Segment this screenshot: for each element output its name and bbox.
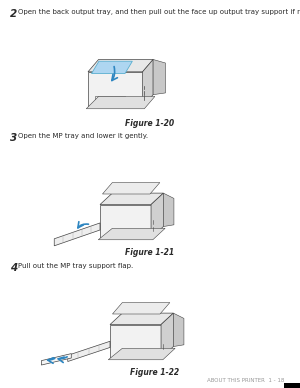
Text: 3: 3 xyxy=(10,133,17,143)
Polygon shape xyxy=(110,313,173,324)
Polygon shape xyxy=(86,97,155,109)
Polygon shape xyxy=(110,324,161,358)
Polygon shape xyxy=(151,193,164,238)
Polygon shape xyxy=(164,193,174,227)
Text: Open the back output tray, and then pull out the face up output tray support if : Open the back output tray, and then pull… xyxy=(18,9,300,15)
Polygon shape xyxy=(88,72,142,107)
Polygon shape xyxy=(112,303,170,314)
Polygon shape xyxy=(103,183,160,194)
Text: Pull out the MP tray support flap.: Pull out the MP tray support flap. xyxy=(18,263,133,269)
Polygon shape xyxy=(173,313,184,346)
Polygon shape xyxy=(114,97,125,102)
Polygon shape xyxy=(153,59,165,95)
Polygon shape xyxy=(54,223,100,246)
Polygon shape xyxy=(68,341,110,362)
Polygon shape xyxy=(88,59,153,72)
Bar xyxy=(284,383,300,388)
Polygon shape xyxy=(161,313,173,358)
Polygon shape xyxy=(142,59,153,107)
Text: Figure 1-21: Figure 1-21 xyxy=(125,248,175,257)
Polygon shape xyxy=(100,204,151,238)
Polygon shape xyxy=(100,193,164,204)
Polygon shape xyxy=(95,97,112,104)
Polygon shape xyxy=(92,61,132,74)
Text: Open the MP tray and lower it gently.: Open the MP tray and lower it gently. xyxy=(18,133,148,139)
Text: Figure 1-22: Figure 1-22 xyxy=(130,368,180,377)
Text: Figure 1-20: Figure 1-20 xyxy=(125,119,175,128)
Polygon shape xyxy=(98,228,165,240)
Polygon shape xyxy=(41,353,71,365)
Polygon shape xyxy=(108,348,175,360)
Text: ABOUT THIS PRINTER  1 - 18: ABOUT THIS PRINTER 1 - 18 xyxy=(207,378,284,383)
Text: 2: 2 xyxy=(10,9,17,19)
Text: 4: 4 xyxy=(10,263,17,273)
